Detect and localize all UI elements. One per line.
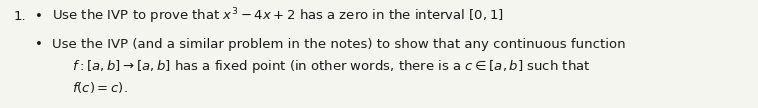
Text: Use the IVP to prove that $x^3 - 4x + 2$ has a zero in the interval $[0, 1]$: Use the IVP to prove that $x^3 - 4x + 2$… <box>52 6 503 26</box>
Text: $f(c) = c).$: $f(c) = c).$ <box>72 80 128 95</box>
Text: $f : [a, b] \rightarrow [a, b]$ has a fixed point (in other words, there is a $c: $f : [a, b] \rightarrow [a, b]$ has a fi… <box>72 58 590 75</box>
Text: Use the IVP (and a similar problem in the notes) to show that any continuous fun: Use the IVP (and a similar problem in th… <box>52 38 625 51</box>
Text: •: • <box>35 38 42 51</box>
Text: 1.: 1. <box>14 10 27 23</box>
Text: •: • <box>35 10 42 23</box>
